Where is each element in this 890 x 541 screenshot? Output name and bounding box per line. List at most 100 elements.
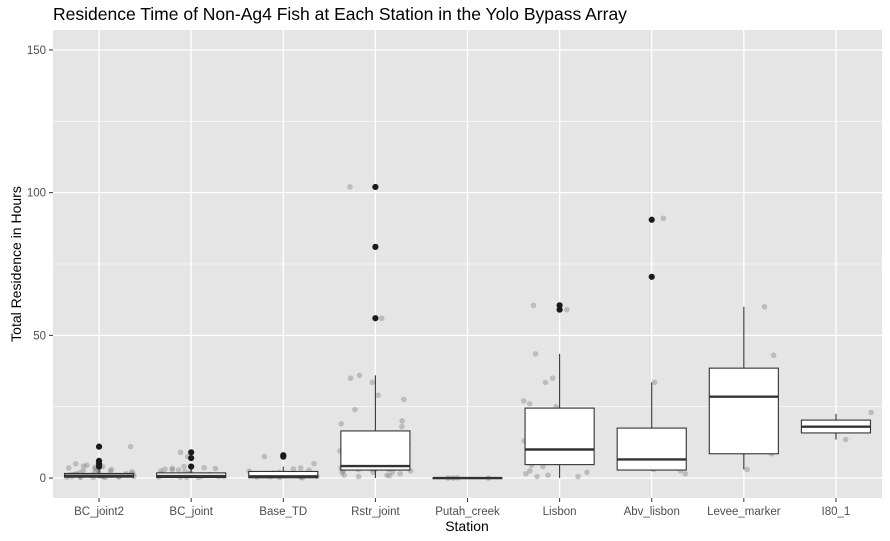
jitter-point: [542, 379, 549, 386]
box-iqr: [524, 407, 595, 466]
jitter-point: [549, 375, 556, 381]
y-axis-title: Total Residence in Hours: [8, 186, 24, 342]
y-tick-label: 50: [33, 330, 46, 342]
jitter-point: [311, 460, 317, 467]
jitter-point: [369, 379, 376, 386]
jitter-point: [534, 473, 540, 480]
jitter-point: [341, 472, 347, 478]
jitter-point: [72, 460, 79, 467]
outlier-point: [648, 216, 655, 223]
outlier-point: [648, 273, 655, 280]
jitter-point: [399, 418, 405, 424]
chart-title: Residence Time of Non-Ag4 Fish at Each S…: [53, 4, 627, 24]
jitter-point: [761, 304, 768, 310]
x-axis-title: Station: [445, 518, 489, 534]
jitter-point: [401, 396, 407, 403]
jitter-point: [575, 473, 581, 480]
jitter-point: [386, 472, 393, 479]
jitter-point: [181, 463, 187, 470]
outlier-point: [188, 463, 195, 470]
jitter-point: [868, 409, 874, 416]
jitter-point: [770, 352, 777, 359]
outlier-point: [556, 306, 563, 313]
jitter-point: [378, 315, 385, 322]
jitter-point: [540, 463, 546, 470]
outlier-point: [95, 443, 103, 450]
jitter-point: [65, 465, 72, 471]
jitter-point: [162, 466, 168, 472]
jitter-point: [212, 465, 219, 472]
jitter-point: [347, 375, 354, 381]
box-iqr: [340, 430, 411, 471]
jitter-point: [169, 465, 176, 472]
jitter-point: [584, 469, 590, 476]
jitter-point: [532, 351, 539, 357]
jitter-point: [744, 466, 750, 473]
jitter-point: [338, 421, 345, 427]
box-iqr: [248, 470, 319, 479]
jitter-point: [530, 302, 537, 309]
x-tick-label: BC_joint2: [74, 506, 124, 518]
jitter-point: [297, 465, 304, 471]
x-tick-label: Putah_creek: [435, 506, 500, 518]
jitter-point: [356, 372, 363, 379]
jitter-point: [397, 470, 403, 477]
jitter-point: [107, 468, 114, 474]
jitter-point: [520, 398, 527, 404]
y-tick-label: 0: [40, 473, 46, 485]
jitter-point: [290, 466, 297, 472]
jitter-point: [80, 463, 87, 469]
jitter-point: [352, 406, 358, 413]
x-tick-label: Rstr_joint: [351, 506, 400, 518]
jitter-point: [384, 472, 390, 478]
y-tick-label: 100: [27, 188, 46, 200]
x-tick-label: Lisbon: [543, 506, 577, 518]
jitter-point: [201, 464, 207, 471]
y-tick-label: 150: [27, 45, 46, 57]
box-iqr: [708, 367, 779, 455]
jitter-point: [80, 467, 87, 474]
outlier-point: [556, 302, 563, 309]
jitter-point: [169, 466, 176, 473]
jitter-point: [108, 466, 115, 473]
axes: 0 50 100 150 BC_joint2 BC_joint Base_TD Rstr_jo…: [27, 45, 851, 518]
x-tick-label: I80_1: [822, 506, 851, 518]
jitter-point: [545, 472, 551, 478]
outlier-points: [95, 183, 655, 470]
jitter-point: [399, 423, 405, 430]
jitter-point: [339, 469, 345, 476]
outlier-point: [188, 449, 195, 456]
outlier-point: [188, 454, 195, 462]
outlier-point: [372, 315, 379, 322]
x-tick-label: Levee_marker: [707, 506, 781, 518]
outlier-point: [372, 183, 379, 191]
jitter-point: [564, 306, 570, 313]
box-layer: [63, 306, 872, 480]
jitter-point: [526, 401, 533, 407]
x-tick-label: Abv_lisbon: [624, 506, 680, 518]
x-tick-label: BC_joint: [169, 506, 213, 518]
jitter-point: [175, 467, 182, 473]
jitter-point: [347, 184, 353, 190]
outlier-point: [280, 452, 287, 459]
jitter-point: [527, 468, 533, 474]
jitter-point: [261, 453, 268, 460]
jitter-point: [355, 473, 362, 480]
outlier-point: [372, 243, 379, 250]
jitter-point: [682, 470, 689, 477]
jitter-point: [660, 215, 667, 222]
jitter-point: [158, 468, 164, 474]
jitter-point: [842, 436, 849, 443]
jitter-point: [84, 462, 90, 468]
outlier-point: [95, 457, 103, 465]
jitter-point: [375, 392, 381, 399]
jitter-point: [651, 379, 658, 386]
jitter-point: [370, 469, 376, 476]
box-iqr: [616, 427, 687, 471]
jitter-point: [389, 469, 396, 476]
jitter-point: [177, 449, 184, 456]
x-tick-label: Base_TD: [259, 506, 307, 518]
jitter-point: [127, 443, 134, 450]
jitter-point: [523, 470, 529, 477]
